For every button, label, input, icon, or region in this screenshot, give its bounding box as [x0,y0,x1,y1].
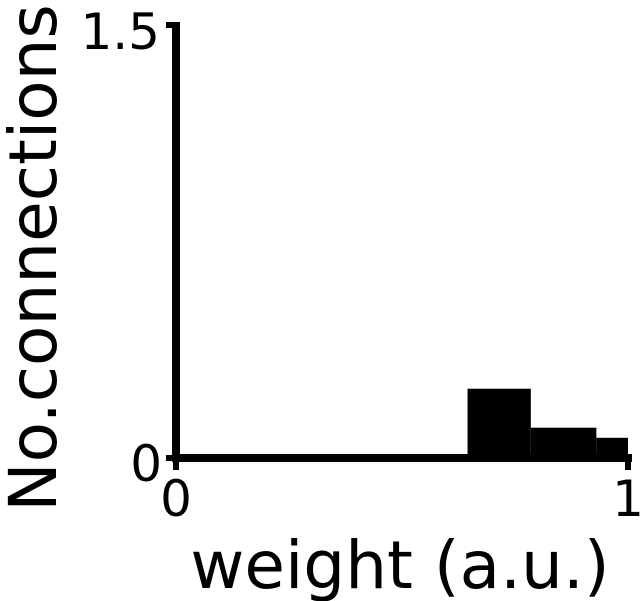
x-axis-label: weight (a.u.) [190,527,609,601]
y-axis-label: No.connections [0,4,72,512]
x-tick-label-left: 0 [160,470,192,528]
histogram-bar-2 [596,437,628,458]
x-tick-label-right: 1 [612,470,642,528]
bars-group [467,388,628,458]
y-tick-label-top: 1.5 [80,3,160,61]
y-tick-label-bottom: 0 [130,435,162,493]
histogram-bar-0 [467,388,531,458]
histogram-bar-1 [530,427,597,458]
